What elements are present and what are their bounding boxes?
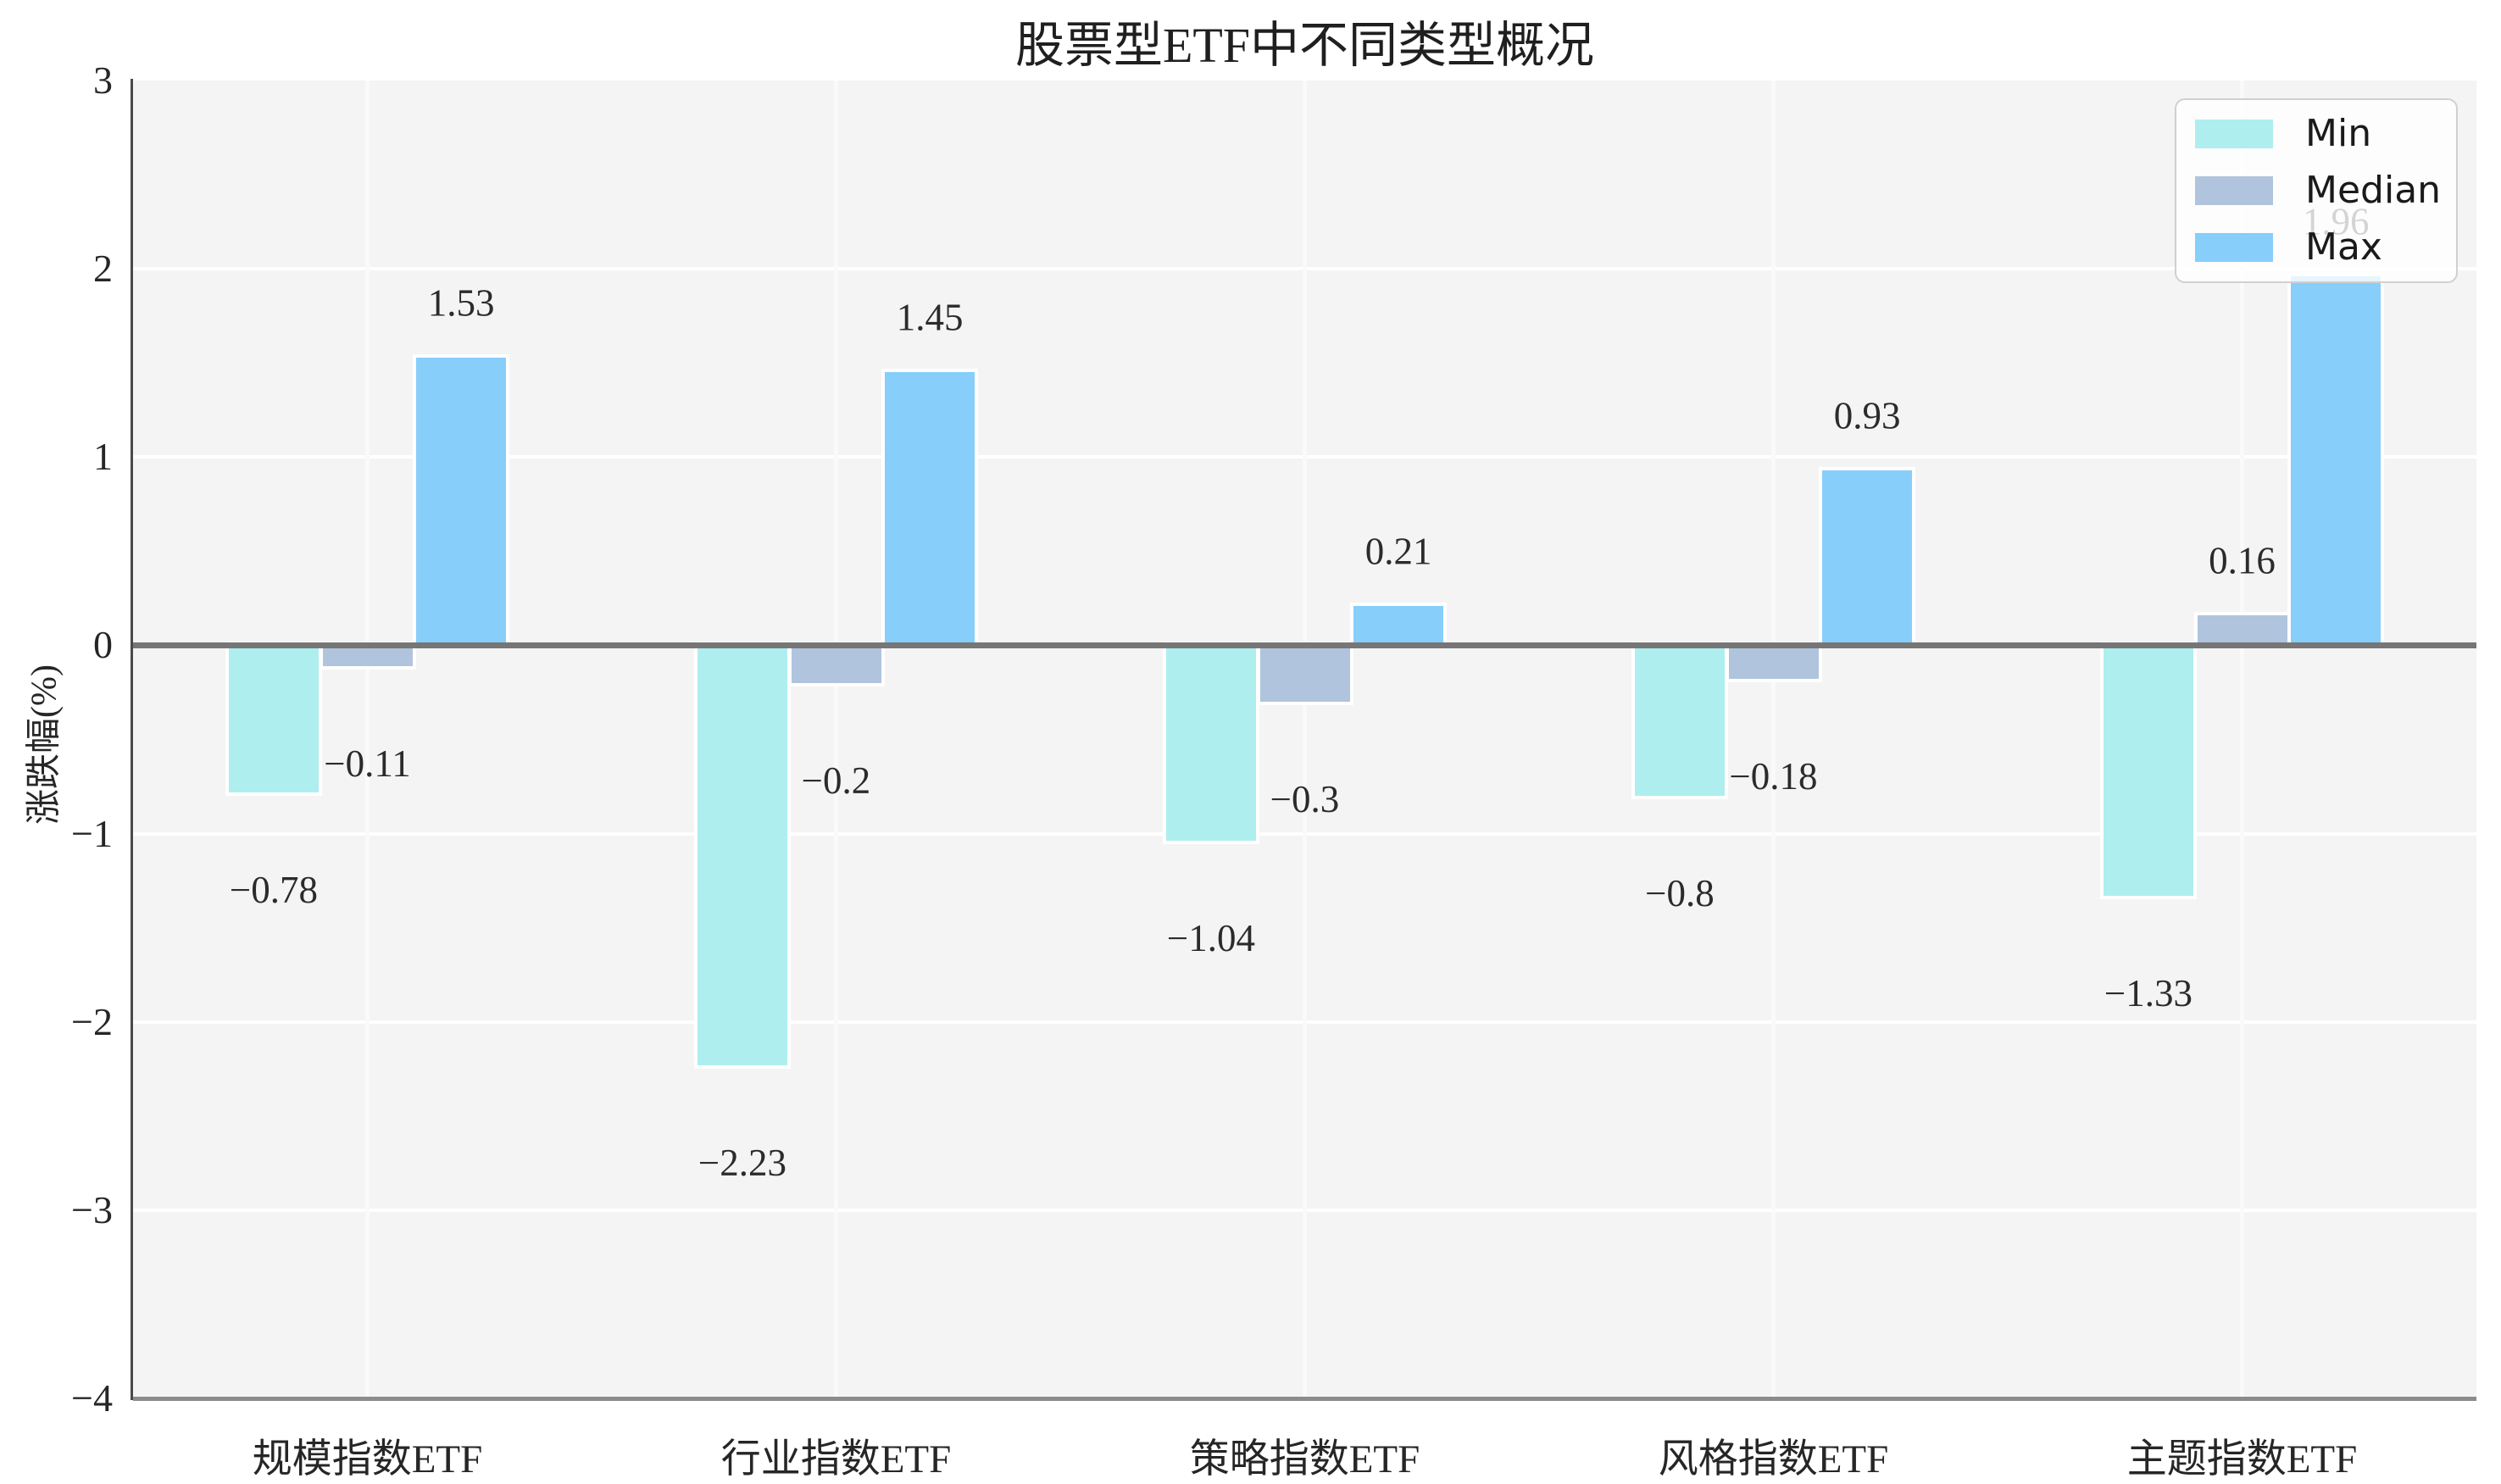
bar-max-0 <box>413 353 510 649</box>
bar-value-label: −2.23 <box>698 1141 786 1184</box>
y-tick-label: 1 <box>93 435 113 479</box>
bar-value-label: −0.11 <box>324 742 411 785</box>
x-axis-spine <box>133 1397 2476 1401</box>
x-tick-label-3: 风格指数ETF <box>1658 1437 1889 1481</box>
legend-label: Min <box>2305 111 2372 155</box>
bar-value-label: −0.8 <box>1645 872 1715 915</box>
bar-value-label: 0.93 <box>1833 394 1901 437</box>
v-gridline <box>1303 81 1307 1398</box>
legend-swatch-icon <box>2195 233 2273 263</box>
bar-value-label: 0.16 <box>2209 539 2276 582</box>
x-tick-label-1: 行业指数ETF <box>720 1437 952 1481</box>
bar-min-1 <box>693 642 791 1069</box>
bar-value-label: −0.2 <box>801 759 871 802</box>
bar-value-label: −0.78 <box>229 868 318 911</box>
bar-min-4 <box>2099 642 2197 899</box>
v-gridline <box>2240 81 2244 1398</box>
y-tick-label: −4 <box>71 1376 113 1420</box>
bar-median-2 <box>1256 642 1353 706</box>
chart-title: 股票型ETF中不同类型概况 <box>1014 18 1595 73</box>
x-tick-label-2: 策略指数ETF <box>1189 1437 1420 1481</box>
y-tick-label: −3 <box>71 1187 113 1231</box>
bar-value-label: 0.21 <box>1364 530 1432 573</box>
bar-median-1 <box>787 642 885 686</box>
v-gridline <box>834 81 838 1398</box>
bar-max-1 <box>881 369 979 649</box>
bar-min-0 <box>225 642 322 796</box>
bar-value-label: −0.3 <box>1270 778 1340 821</box>
bar-value-label: 1.53 <box>427 281 495 324</box>
legend-item-max: Max <box>2176 229 2456 266</box>
x-tick-label-0: 规模指数ETF <box>252 1437 483 1481</box>
legend-label: Max <box>2305 225 2382 270</box>
y-axis-title: 涨跌幅(%) <box>25 664 64 825</box>
legend-item-median: Median <box>2176 168 2456 212</box>
y-tick-label: 3 <box>93 58 113 102</box>
bar-value-label: −0.18 <box>1729 755 1818 798</box>
bar-max-3 <box>1819 466 1916 649</box>
y-tick-label: 2 <box>93 247 113 291</box>
y-tick-label: −1 <box>71 811 113 855</box>
v-gridline <box>365 81 370 1398</box>
bar-max-4 <box>2287 273 2385 649</box>
bar-min-2 <box>1162 642 1259 845</box>
legend-swatch-icon <box>2195 175 2273 205</box>
legend: Min Median Max <box>2175 98 2458 283</box>
zero-axis-line <box>133 642 2476 648</box>
y-tick-label: −2 <box>71 999 113 1043</box>
v-gridline <box>1771 81 1776 1398</box>
bar-value-label: −1.33 <box>2104 971 2193 1014</box>
bar-value-label: 1.45 <box>896 296 964 339</box>
bar-min-3 <box>1631 642 1728 800</box>
y-axis-spine <box>131 79 133 1400</box>
bar-value-label: −1.04 <box>1166 917 1255 960</box>
legend-swatch-icon <box>2195 119 2273 148</box>
y-tick-label: 0 <box>93 623 113 667</box>
legend-label: Median <box>2305 168 2442 212</box>
legend-item-min: Min <box>2176 111 2456 155</box>
x-tick-label-4: 主题指数ETF <box>2126 1437 2358 1481</box>
